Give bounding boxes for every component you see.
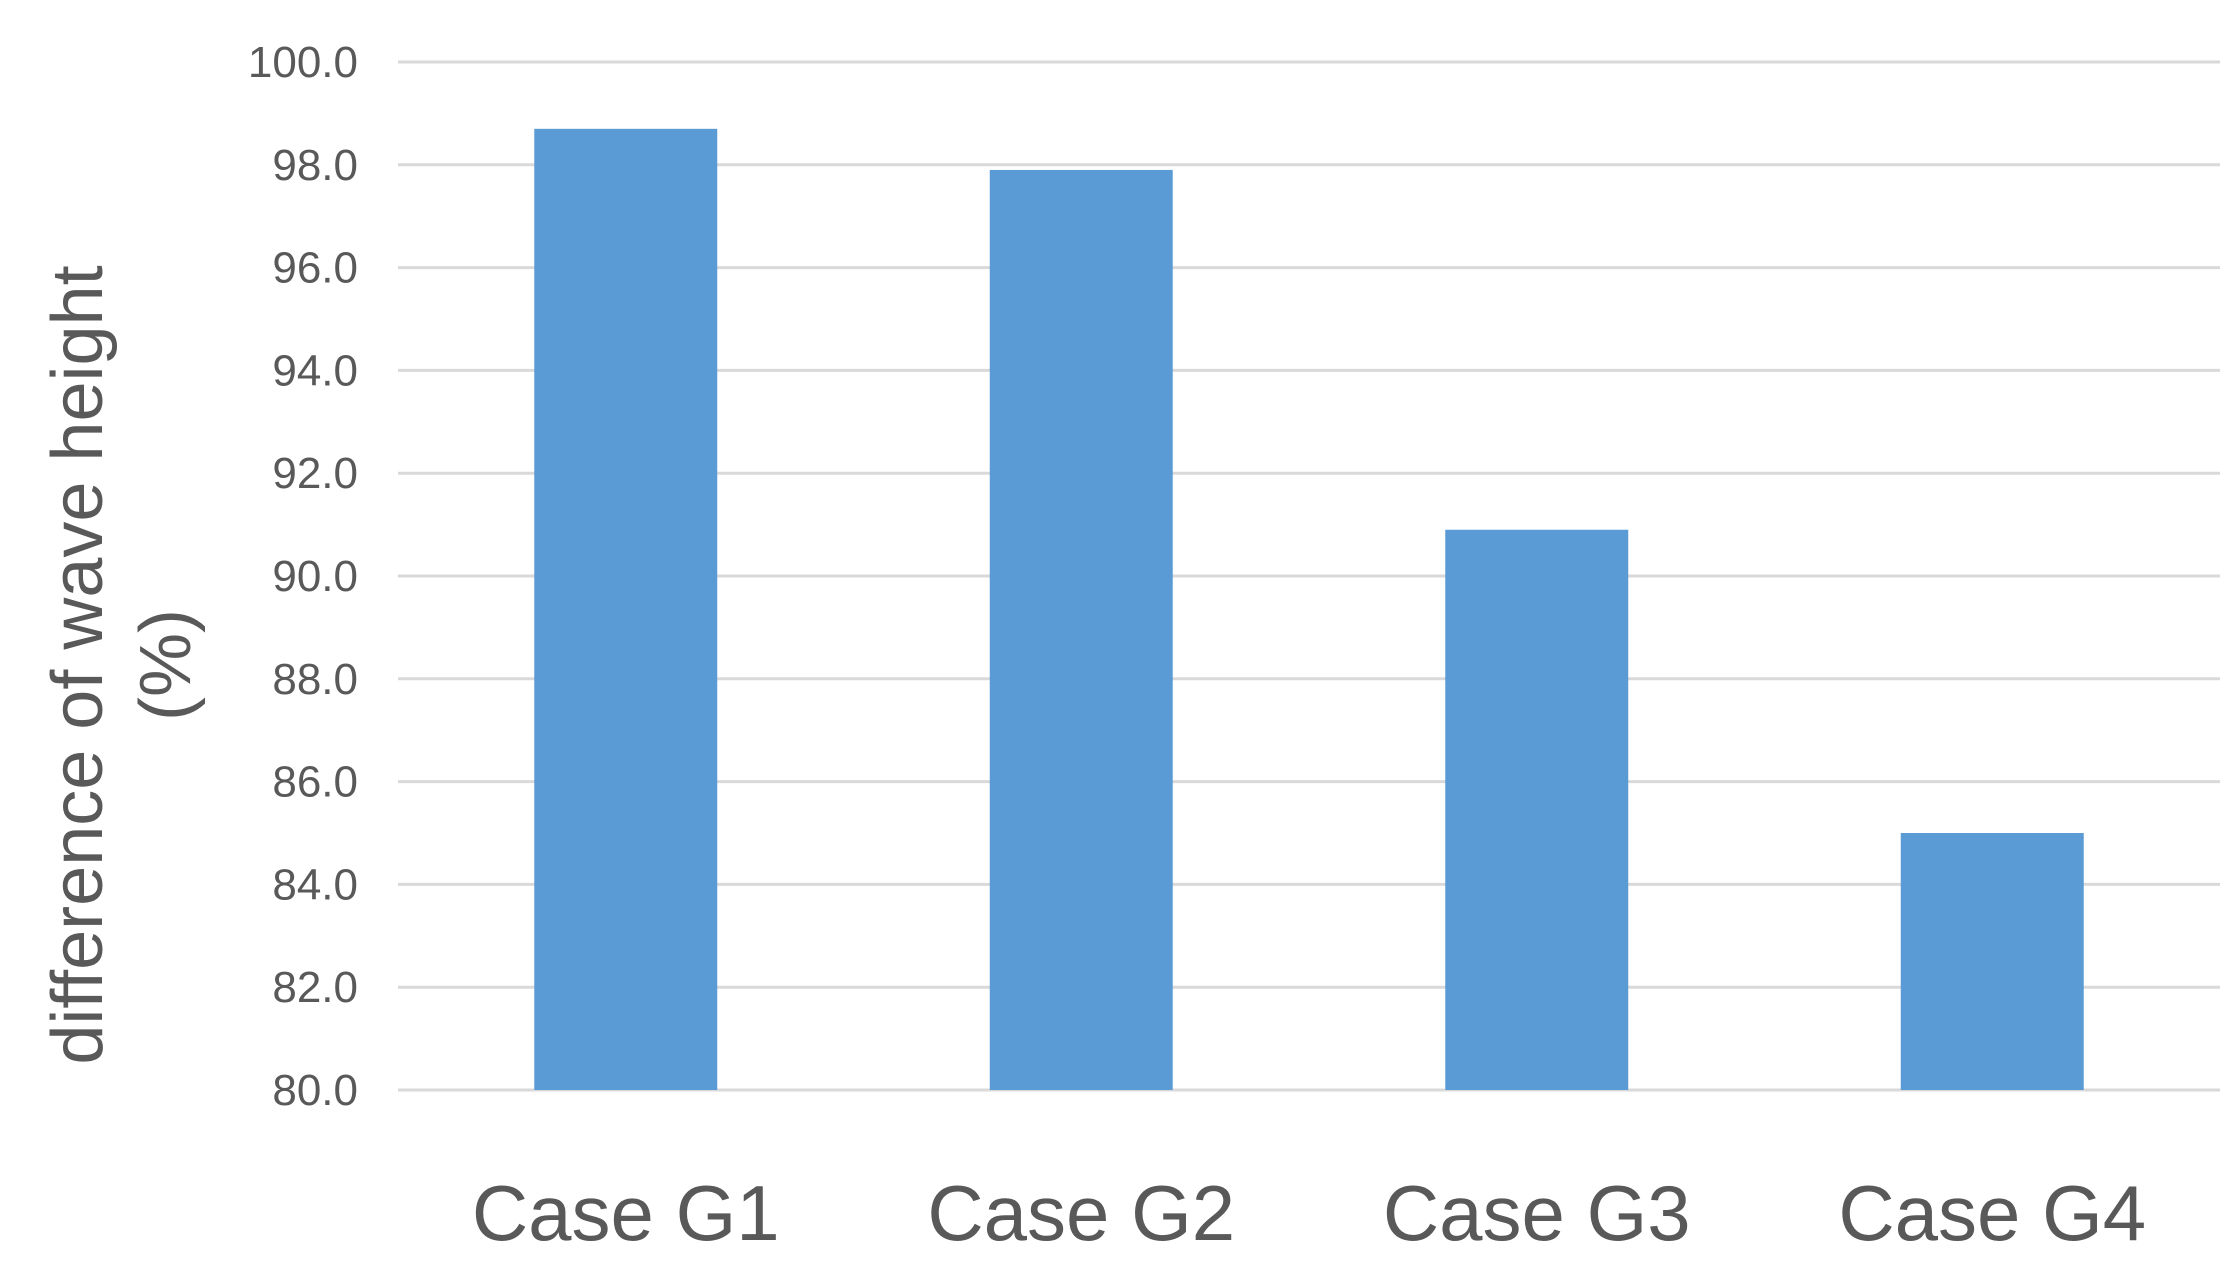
bar-case-g1 — [534, 128, 718, 1090]
y-tick-label: 96.0 — [272, 244, 358, 293]
y-tick-label: 82.0 — [272, 963, 358, 1012]
y-tick-label: 98.0 — [272, 141, 358, 190]
bar-case-g3 — [1445, 529, 1629, 1090]
y-tick-label: 92.0 — [272, 449, 358, 498]
y-tick-label: 100.0 — [248, 38, 358, 87]
y-tick-labels: 80.0 82.0 84.0 86.0 88.0 90.0 92.0 94.0 96.0 98.0… — [248, 38, 358, 1115]
bar-case-g4 — [1900, 833, 2084, 1090]
x-category-label: Case G1 — [472, 1169, 780, 1257]
y-tick-label: 86.0 — [272, 758, 358, 807]
y-axis-label: difference of wave height — [38, 265, 118, 1064]
bar-case-g2 — [989, 169, 1173, 1090]
y-tick-label: 80.0 — [272, 1066, 358, 1115]
y-tick-label: 94.0 — [272, 346, 358, 395]
y-tick-label: 88.0 — [272, 655, 358, 704]
y-tick-label: 90.0 — [272, 552, 358, 601]
y-axis-label: (%) — [126, 609, 206, 721]
y-axis-title: difference of wave height (%) — [38, 265, 206, 1064]
x-category-label: Case G2 — [927, 1169, 1235, 1257]
x-category-label: Case G3 — [1383, 1169, 1691, 1257]
y-tick-label: 84.0 — [272, 860, 358, 909]
x-category-labels: Case G1 Case G2 Case G3 Case G4 — [472, 1169, 2146, 1257]
x-category-label: Case G4 — [1838, 1169, 2146, 1257]
bars — [534, 128, 2084, 1090]
